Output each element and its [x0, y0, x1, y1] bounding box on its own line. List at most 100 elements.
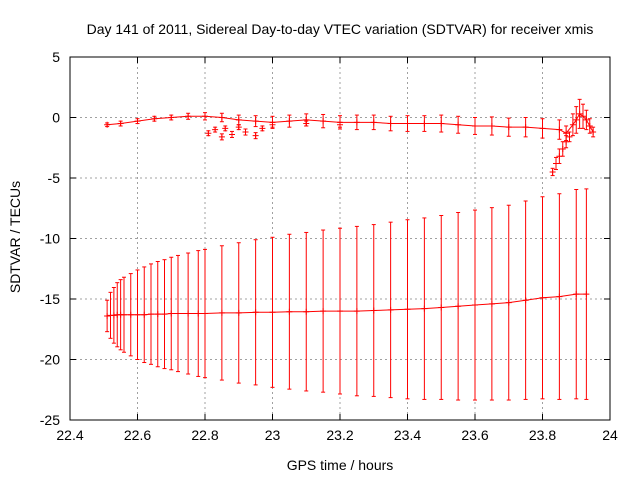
data-point: [337, 121, 343, 128]
data-point: [438, 304, 445, 311]
data-point: [252, 132, 259, 139]
data-point: [421, 305, 428, 312]
data-point: [117, 120, 124, 127]
y-tick-label: 5: [52, 49, 60, 65]
data-point: [303, 308, 310, 315]
data-point: [556, 126, 563, 133]
data-point: [580, 113, 586, 120]
data-point: [320, 118, 327, 125]
data-point: [168, 310, 175, 317]
data-point: [195, 310, 202, 317]
data-point: [505, 299, 512, 306]
data-point: [202, 310, 208, 317]
data-point: [218, 309, 225, 316]
data-point: [175, 310, 181, 317]
data-point: [576, 110, 583, 117]
y-tick-label: 0: [52, 110, 60, 126]
data-point: [488, 122, 495, 129]
data-point: [286, 118, 293, 125]
data-point: [235, 309, 242, 316]
data-point: [218, 114, 225, 121]
x-tick-label: 23.4: [394, 427, 421, 443]
data-point: [252, 309, 259, 316]
x-tick-label: 23.6: [461, 427, 488, 443]
series-group: [104, 188, 590, 401]
data-point: [539, 125, 546, 132]
data-point: [161, 311, 168, 318]
chart-title: Day 141 of 2011, Sidereal Day-to-day VTE…: [87, 21, 594, 37]
data-point: [353, 119, 360, 126]
data-point: [154, 311, 161, 318]
data-point: [404, 306, 411, 313]
data-point: [559, 145, 566, 152]
y-axis-label: SDTVAR / TECUs: [7, 181, 23, 293]
data-point: [522, 297, 529, 304]
data-point: [353, 308, 360, 315]
x-tick-label: 22.8: [191, 427, 218, 443]
data-point: [141, 311, 148, 318]
data-point: [370, 307, 377, 314]
data-point: [286, 308, 293, 315]
x-tick-label: 23: [265, 427, 281, 443]
data-point: [583, 291, 590, 298]
data-point: [573, 116, 580, 123]
data-point: [269, 309, 276, 316]
y-tick-label: -25: [40, 412, 60, 428]
series-group: [104, 98, 597, 141]
data-point: [104, 312, 111, 319]
data-point: [590, 129, 597, 136]
x-tick-label: 23.8: [529, 427, 556, 443]
data-point: [252, 118, 259, 125]
data-point: [472, 302, 478, 309]
x-axis-label: GPS time / hours: [287, 457, 394, 473]
series-group: [205, 120, 573, 177]
data-point: [370, 119, 377, 126]
data-point: [104, 121, 111, 128]
data-point: [455, 121, 462, 128]
data-point: [134, 118, 141, 125]
data-point: [269, 121, 276, 128]
x-tick-label: 24: [602, 427, 618, 443]
data-point: [127, 311, 134, 318]
plot-area: [104, 98, 597, 401]
data-point: [235, 124, 242, 131]
data-point: [110, 312, 117, 319]
data-point: [549, 168, 556, 175]
data-point: [586, 122, 593, 129]
data-point: [569, 121, 576, 128]
data-point: [202, 113, 208, 120]
data-point: [505, 124, 512, 131]
data-point: [404, 120, 411, 127]
data-point: [556, 293, 563, 300]
data-point: [235, 116, 242, 123]
data-point: [151, 115, 158, 122]
data-point: [522, 124, 529, 131]
data-point: [205, 130, 212, 137]
data-point: [320, 308, 327, 315]
data-point: [573, 291, 580, 298]
series-line: [107, 293, 587, 317]
data-point: [218, 133, 225, 140]
data-point: [185, 310, 192, 317]
x-tick-label: 22.4: [56, 427, 83, 443]
axis-ticks: 22.4 22.6 22.8 23 23.2 23.4 23.6 23.8 24 -25 -20 -1…: [40, 49, 618, 443]
y-tick-label: -15: [40, 291, 60, 307]
data-point: [121, 311, 127, 318]
data-point: [583, 116, 590, 123]
data-point: [421, 120, 428, 127]
x-tick-label: 23.2: [326, 427, 353, 443]
y-tick-label: -20: [40, 352, 60, 368]
data-point: [472, 122, 478, 129]
data-point: [148, 311, 154, 318]
data-point: [134, 311, 141, 318]
data-point: [185, 113, 192, 120]
data-point: [387, 306, 394, 313]
data-point: [566, 133, 573, 140]
data-point: [242, 129, 249, 136]
data-point: [259, 125, 266, 132]
y-tick-label: -5: [48, 170, 61, 186]
x-tick-label: 22.6: [124, 427, 151, 443]
